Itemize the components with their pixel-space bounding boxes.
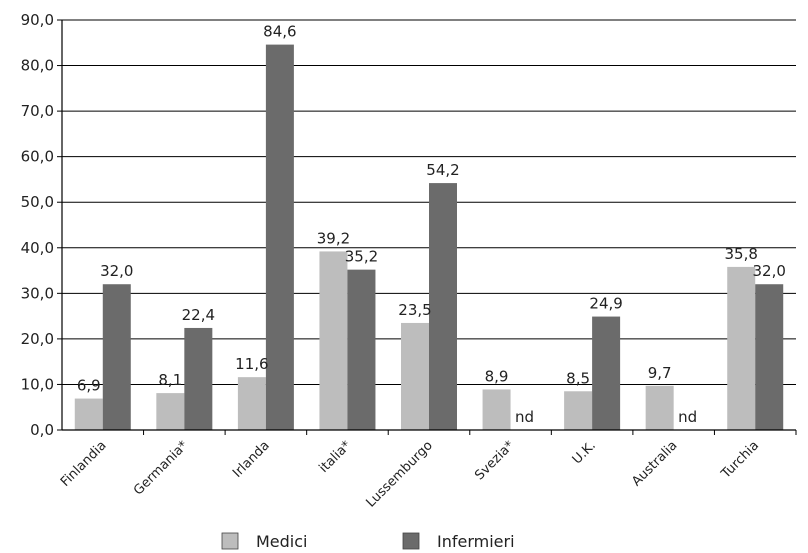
bar-medici-3 (319, 251, 348, 430)
x-tick-label: Irlanda (230, 438, 273, 481)
x-tick-label: Germania* (131, 438, 192, 499)
y-tick-label: 40,0 (21, 239, 54, 257)
data-label: nd (678, 408, 697, 426)
bar-infermieri-6 (592, 316, 621, 430)
data-label: 8,1 (158, 371, 182, 389)
bar-infermieri-2 (265, 44, 294, 430)
y-tick-label: 60,0 (21, 148, 54, 166)
legend-swatch-infermieri (402, 532, 420, 550)
bar-medici-8 (727, 266, 756, 430)
bar-medici-6 (564, 391, 593, 430)
y-axis: 0,0 10,0 20,0 30,0 40,0 50,0 60,0 70,0 80,0 90,0 (21, 11, 63, 439)
x-tick-label: Finlandia (58, 438, 110, 490)
y-tick-label: 70,0 (21, 102, 54, 120)
data-label: 35,8 (725, 245, 758, 263)
data-label: 9,7 (648, 364, 672, 382)
data-label: 54,2 (426, 161, 459, 179)
bar-medici-2 (237, 377, 266, 430)
x-axis: Finlandia Germania* Irlanda italia* Lussembu… (58, 429, 797, 511)
y-tick-label: 0,0 (30, 421, 54, 439)
data-labels: 6,9 32,0 8,1 22,4 11,6 84,6 39,235,2 23,5 54,2 8,… (77, 23, 786, 426)
data-label: 35,2 (345, 248, 378, 266)
y-tick-label: 90,0 (21, 11, 54, 29)
legend: Medici Infermieri (221, 532, 515, 551)
bar-infermieri-1 (184, 327, 213, 430)
bar-infermieri-0 (102, 284, 131, 430)
bar-medici-7 (645, 385, 674, 430)
data-label: 11,6 (235, 355, 268, 373)
y-tick-label: 50,0 (21, 193, 54, 211)
data-label: nd (515, 408, 534, 426)
data-label: 6,9 (77, 377, 101, 395)
data-label: 32,0 (100, 262, 133, 280)
data-label: 8,5 (566, 369, 590, 387)
bar-infermieri-4 (429, 183, 457, 430)
bars (74, 44, 784, 430)
data-label: 8,9 (485, 367, 509, 385)
bar-infermieri-8 (755, 284, 784, 430)
data-label: 24,9 (589, 295, 622, 313)
legend-swatch-medici (221, 532, 239, 550)
x-tick-label: italia* (317, 438, 355, 476)
bar-medici-5 (482, 389, 511, 430)
legend-label-infermieri: Infermieri (437, 532, 515, 551)
x-tick-label: Lussemburgo (364, 438, 436, 510)
bar-medici-4 (401, 322, 429, 430)
data-label: 23,5 (398, 301, 431, 319)
bar-medici-1 (156, 393, 185, 430)
y-tick-label: 30,0 (21, 284, 54, 302)
x-tick-label: Svezia* (472, 438, 517, 483)
data-label: 39,2 (317, 229, 350, 247)
x-tick-label: Australia (629, 438, 680, 489)
y-tick-label: 10,0 (21, 375, 54, 393)
y-tick-label: 80,0 (21, 57, 54, 75)
bar-medici-0 (74, 398, 103, 430)
x-tick-label: Turchia (718, 438, 762, 482)
data-label: 32,0 (753, 262, 786, 280)
legend-label-medici: Medici (256, 532, 308, 551)
y-tick-label: 20,0 (21, 330, 54, 348)
bar-infermieri-3 (347, 269, 376, 430)
x-tick-label: U.K. (570, 438, 599, 467)
data-label: 84,6 (263, 23, 296, 41)
data-label: 22,4 (182, 306, 215, 324)
